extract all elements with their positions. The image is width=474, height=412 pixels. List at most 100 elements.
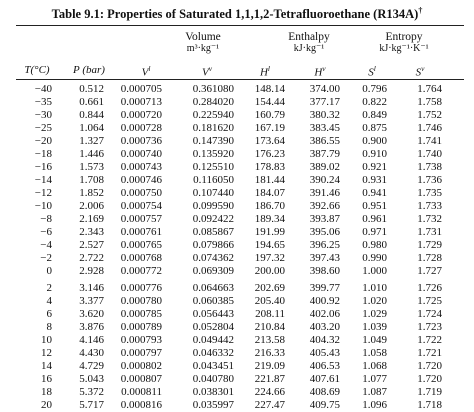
cell-vapor-entropy: 1.733 xyxy=(417,200,442,213)
table-row: −16 1.573 0.000743 0.125510 178.83 389.02 0.92… xyxy=(0,161,474,174)
cell-liquid-enthalpy: 219.09 xyxy=(254,360,285,373)
col-header-liquid-entropy: Sl xyxy=(342,64,402,79)
cell-vapor-entropy: 1.752 xyxy=(417,109,442,122)
cell-liquid-volume: 0.000750 xyxy=(120,187,162,200)
cell-liquid-enthalpy: 216.33 xyxy=(254,347,285,359)
cell-temperature: −14 xyxy=(34,174,52,187)
cell-liquid-entropy: 0.822 xyxy=(362,96,387,109)
col-header-superscript: v xyxy=(208,64,213,73)
cell-pressure: 3.377 xyxy=(79,295,104,308)
cell-vapor-entropy: 1.723 xyxy=(417,321,442,334)
cell-vapor-entropy: 1.736 xyxy=(417,174,442,187)
table-row: 20 5.717 0.000816 0.035997 227.47 409.75 1.096… xyxy=(0,399,474,412)
title-footnote-mark: † xyxy=(418,6,423,15)
cell-vapor-entropy: 1.726 xyxy=(417,282,442,294)
col-header-symbol: S xyxy=(415,66,422,79)
cell-temperature: −18 xyxy=(34,148,52,160)
cell-vapor-volume: 0.035997 xyxy=(192,399,234,412)
cell-vapor-volume: 0.284020 xyxy=(192,96,234,109)
cell-vapor-enthalpy: 397.43 xyxy=(309,252,340,265)
cell-liquid-enthalpy: 205.40 xyxy=(254,295,285,308)
cell-liquid-enthalpy: 221.87 xyxy=(254,373,285,386)
cell-vapor-volume: 0.135920 xyxy=(192,148,234,160)
cell-pressure: 0.844 xyxy=(79,109,104,122)
table-row: 12 4.430 0.000797 0.046332 216.33 405.43 1.058… xyxy=(0,347,474,360)
table-row: −6 2.343 0.000761 0.085867 191.99 395.06 0.971… xyxy=(0,226,474,239)
table-row: 2 3.146 0.000776 0.064663 202.69 399.77 1.010 1… xyxy=(0,282,474,295)
cell-temperature: −16 xyxy=(34,161,52,174)
cell-liquid-entropy: 1.077 xyxy=(362,373,387,386)
cell-vapor-enthalpy: 393.87 xyxy=(309,213,340,225)
cell-liquid-volume: 0.000807 xyxy=(120,373,162,386)
group-name-entropy: Entropy xyxy=(385,31,423,43)
cell-liquid-volume: 0.000754 xyxy=(120,200,162,213)
table-row: −30 0.844 0.000720 0.225940 160.79 380.32 0.84… xyxy=(0,109,474,122)
cell-vapor-volume: 0.040780 xyxy=(192,373,234,386)
group-unit-entropy: kJ·kg⁻¹·K⁻¹ xyxy=(379,43,429,54)
cell-vapor-enthalpy: 400.92 xyxy=(309,295,340,308)
group-name-volume: Volume xyxy=(185,31,221,43)
cell-temperature: 16 xyxy=(41,373,52,386)
cell-vapor-volume: 0.046332 xyxy=(192,347,234,359)
cell-liquid-enthalpy: 194.65 xyxy=(254,239,285,252)
cell-vapor-enthalpy: 408.69 xyxy=(309,386,340,399)
cell-liquid-enthalpy: 160.79 xyxy=(254,109,285,122)
cell-pressure: 3.876 xyxy=(79,321,104,334)
cell-pressure: 2.527 xyxy=(79,239,104,252)
col-header-symbol: T(°C) xyxy=(24,64,50,76)
table-row: −18 1.446 0.000740 0.135920 176.23 387.79 0.91… xyxy=(0,148,474,161)
cell-vapor-enthalpy: 395.06 xyxy=(309,226,340,239)
cell-liquid-enthalpy: 213.58 xyxy=(254,334,285,347)
cell-pressure: 2.006 xyxy=(79,200,104,213)
cell-pressure: 0.512 xyxy=(79,83,104,95)
cell-vapor-enthalpy: 389.02 xyxy=(309,161,340,174)
cell-temperature: −8 xyxy=(40,213,52,225)
cell-liquid-volume: 0.000816 xyxy=(120,399,162,412)
col-header-symbol: H xyxy=(259,66,268,79)
cell-temperature: −40 xyxy=(34,83,52,95)
cell-vapor-enthalpy: 402.06 xyxy=(309,308,340,321)
cell-liquid-enthalpy: 200.00 xyxy=(254,265,285,278)
cell-pressure: 1.064 xyxy=(79,122,104,135)
cell-liquid-entropy: 0.875 xyxy=(362,122,387,135)
cell-liquid-volume: 0.000768 xyxy=(120,252,162,265)
cell-liquid-entropy: 1.029 xyxy=(362,308,387,321)
cell-pressure: 5.717 xyxy=(79,399,104,412)
cell-pressure: 1.573 xyxy=(79,161,104,174)
col-header-liquid-enthalpy: Hl xyxy=(235,64,295,79)
table-row: −2 2.722 0.000768 0.074362 197.32 397.43 0.990… xyxy=(0,252,474,265)
cell-pressure: 4.430 xyxy=(79,347,104,359)
cell-liquid-volume: 0.000713 xyxy=(120,96,162,109)
cell-liquid-entropy: 0.900 xyxy=(362,135,387,148)
cell-liquid-enthalpy: 176.23 xyxy=(254,148,285,160)
cell-vapor-volume: 0.049442 xyxy=(192,334,234,347)
cell-vapor-volume: 0.060385 xyxy=(192,295,234,308)
cell-vapor-enthalpy: 390.24 xyxy=(309,174,340,187)
cell-liquid-volume: 0.000780 xyxy=(120,295,162,308)
cell-liquid-entropy: 0.910 xyxy=(362,148,387,160)
cell-vapor-enthalpy: 405.43 xyxy=(309,347,340,359)
col-header-symbol: V xyxy=(141,66,149,79)
table-row: 6 3.620 0.000785 0.056443 208.11 402.06 1.029 1… xyxy=(0,308,474,321)
cell-liquid-volume: 0.000789 xyxy=(120,321,162,334)
cell-liquid-enthalpy: 224.66 xyxy=(254,386,285,399)
cell-vapor-entropy: 1.731 xyxy=(417,226,442,239)
cell-temperature: 10 xyxy=(41,334,52,347)
cell-pressure: 1.327 xyxy=(79,135,104,148)
cell-liquid-entropy: 1.020 xyxy=(362,295,387,308)
cell-temperature: −4 xyxy=(40,239,52,252)
cell-pressure: 3.620 xyxy=(79,308,104,321)
cell-vapor-enthalpy: 399.77 xyxy=(309,282,340,294)
cell-liquid-volume: 0.000765 xyxy=(120,239,162,252)
cell-liquid-enthalpy: 208.11 xyxy=(255,308,285,321)
cell-liquid-entropy: 1.039 xyxy=(362,321,387,334)
col-header-vapor-volume: Vv xyxy=(177,64,237,79)
cell-liquid-volume: 0.000785 xyxy=(120,308,162,321)
cell-vapor-volume: 0.056443 xyxy=(192,308,234,321)
group-header-volume: Volume m³·kg⁻¹ xyxy=(158,31,248,55)
cell-temperature: −25 xyxy=(34,122,52,135)
col-header-superscript: l xyxy=(267,64,271,73)
table-row: −35 0.661 0.000713 0.284020 154.44 377.17 0.82… xyxy=(0,96,474,109)
cell-vapor-volume: 0.099590 xyxy=(192,200,234,213)
cell-liquid-entropy: 1.000 xyxy=(362,265,387,278)
